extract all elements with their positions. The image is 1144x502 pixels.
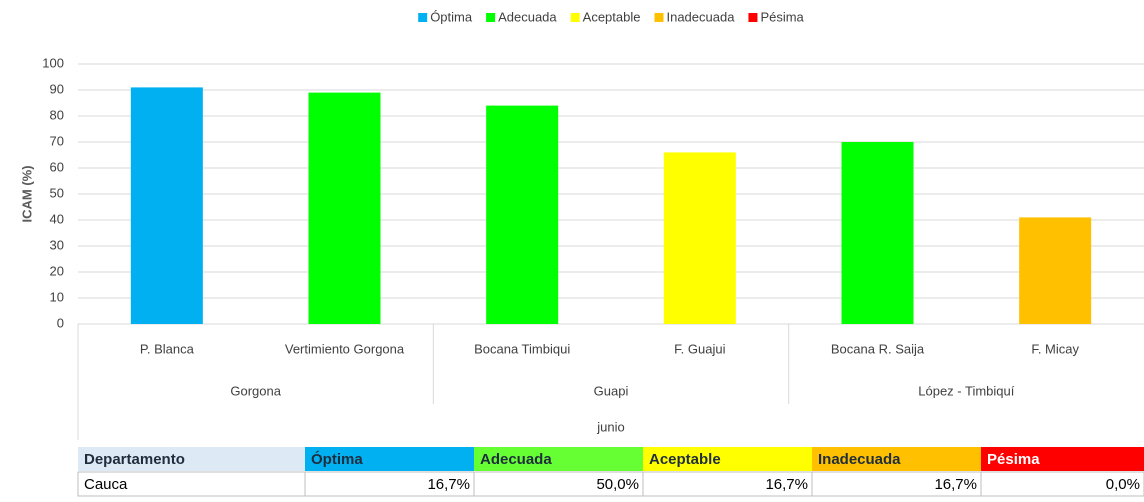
table-header-text: Departamento [84,451,185,468]
table-cell [811,471,982,497]
table-header-cell [981,447,1144,471]
y-tick-label: 20 [50,263,64,278]
table-cell-text: 16,7% [427,476,470,493]
bar [486,105,559,324]
legend-swatch [570,13,580,22]
table-header-text: Adecuada [480,451,552,468]
legend-label: Inadecuada [666,9,735,24]
y-axis-label: ICAM (%) [19,165,34,222]
x-tick-label: P. Blanca [140,341,195,356]
group-label: Gorgona [230,383,281,398]
y-tick-label: 0 [57,315,64,330]
bar [663,152,736,324]
table-cell-text: Cauca [84,476,128,493]
table-cell [642,471,813,497]
table-header-cell [643,447,812,471]
period-label: junio [596,419,624,434]
table-cell [980,471,1144,497]
table-cell-text: 50,0% [596,476,639,493]
y-tick-label: 70 [50,133,64,148]
x-tick-label: F. Guajui [674,341,725,356]
bar [841,142,914,324]
group-label: Guapi [594,383,629,398]
x-tick-label: Bocana Timbiqui [474,341,570,356]
legend-swatch [486,13,496,22]
y-tick-label: 30 [50,237,64,252]
legend-swatch [418,13,428,22]
legend-label: Óptima [430,9,473,24]
bar [130,87,203,325]
x-tick-label: Bocana R. Saija [831,341,925,356]
y-tick-label: 50 [50,185,64,200]
legend-label: Pésima [760,9,804,24]
y-tick-label: 60 [50,159,64,174]
legend-swatch [748,13,758,22]
table-header-cell [78,447,305,471]
y-tick-label: 40 [50,211,64,226]
table-cell [473,471,644,497]
table-header-cell [474,447,643,471]
table-header-text: Inadecuada [818,451,901,468]
table-cell-text: 16,7% [765,476,808,493]
y-tick-label: 100 [42,55,64,70]
table-cell [304,471,475,497]
y-tick-label: 90 [50,81,64,96]
y-tick-label: 80 [50,107,64,122]
legend-label: Aceptable [583,9,641,24]
table-header-cell [305,447,474,471]
group-label: López - Timbiquí [918,383,1014,398]
legend-label: Adecuada [498,9,557,24]
legend-swatch [654,13,664,22]
bar [308,92,381,324]
bar [1019,217,1092,324]
table-header-text: Óptima [311,450,363,468]
x-tick-label: F. Micay [1031,341,1079,356]
y-tick-label: 10 [50,289,64,304]
table-cell-text: 16,7% [934,476,977,493]
table-header-cell [812,447,981,471]
table-cell-text: 0,0% [1106,476,1140,493]
x-tick-label: Vertimiento Gorgona [285,341,405,356]
table-cell [77,471,306,497]
table-header-text: Aceptable [649,451,721,468]
table-header-text: Pésima [987,451,1040,468]
